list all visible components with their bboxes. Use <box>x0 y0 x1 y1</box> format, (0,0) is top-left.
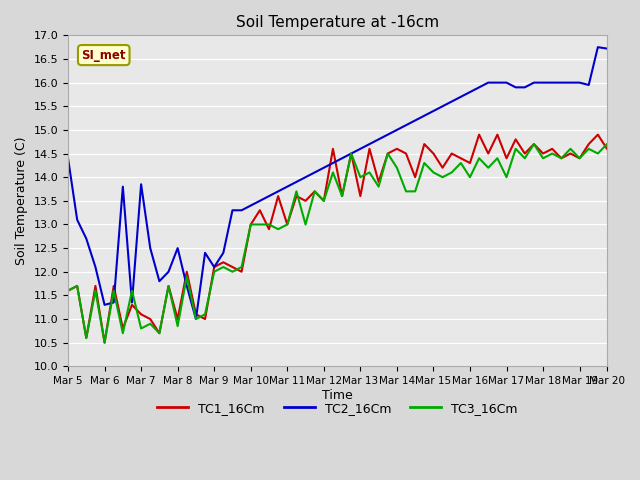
Text: SI_met: SI_met <box>81 48 126 61</box>
TC2_16Cm <box>156 278 163 284</box>
TC3_16Cm <box>228 269 236 275</box>
TC2_16Cm <box>247 203 255 208</box>
TC1_16Cm <box>228 264 236 270</box>
TC2_16Cm <box>192 316 200 322</box>
TC3_16Cm <box>247 222 255 228</box>
Y-axis label: Soil Temperature (C): Soil Temperature (C) <box>15 137 28 265</box>
TC3_16Cm <box>530 141 538 147</box>
X-axis label: Time: Time <box>322 389 353 402</box>
TC2_16Cm <box>228 207 236 213</box>
Line: TC3_16Cm: TC3_16Cm <box>68 144 607 343</box>
TC1_16Cm <box>164 283 172 289</box>
Line: TC2_16Cm: TC2_16Cm <box>68 47 607 319</box>
TC1_16Cm <box>211 264 218 270</box>
TC1_16Cm <box>476 132 483 137</box>
TC2_16Cm <box>64 156 72 161</box>
TC1_16Cm <box>256 207 264 213</box>
TC2_16Cm <box>211 264 218 270</box>
TC1_16Cm <box>412 174 419 180</box>
TC1_16Cm <box>100 340 108 346</box>
TC3_16Cm <box>256 222 264 228</box>
TC1_16Cm <box>247 222 255 228</box>
TC3_16Cm <box>603 141 611 147</box>
Line: TC1_16Cm: TC1_16Cm <box>68 134 607 343</box>
TC2_16Cm <box>603 46 611 51</box>
Legend: TC1_16Cm, TC2_16Cm, TC3_16Cm: TC1_16Cm, TC2_16Cm, TC3_16Cm <box>152 396 523 420</box>
TC3_16Cm <box>64 288 72 294</box>
Title: Soil Temperature at -16cm: Soil Temperature at -16cm <box>236 15 439 30</box>
TC1_16Cm <box>603 146 611 152</box>
TC2_16Cm <box>256 198 264 204</box>
TC3_16Cm <box>412 189 419 194</box>
TC3_16Cm <box>211 269 218 275</box>
TC2_16Cm <box>412 118 419 123</box>
TC2_16Cm <box>594 44 602 50</box>
TC3_16Cm <box>164 283 172 289</box>
TC3_16Cm <box>100 340 108 346</box>
TC1_16Cm <box>64 288 72 294</box>
